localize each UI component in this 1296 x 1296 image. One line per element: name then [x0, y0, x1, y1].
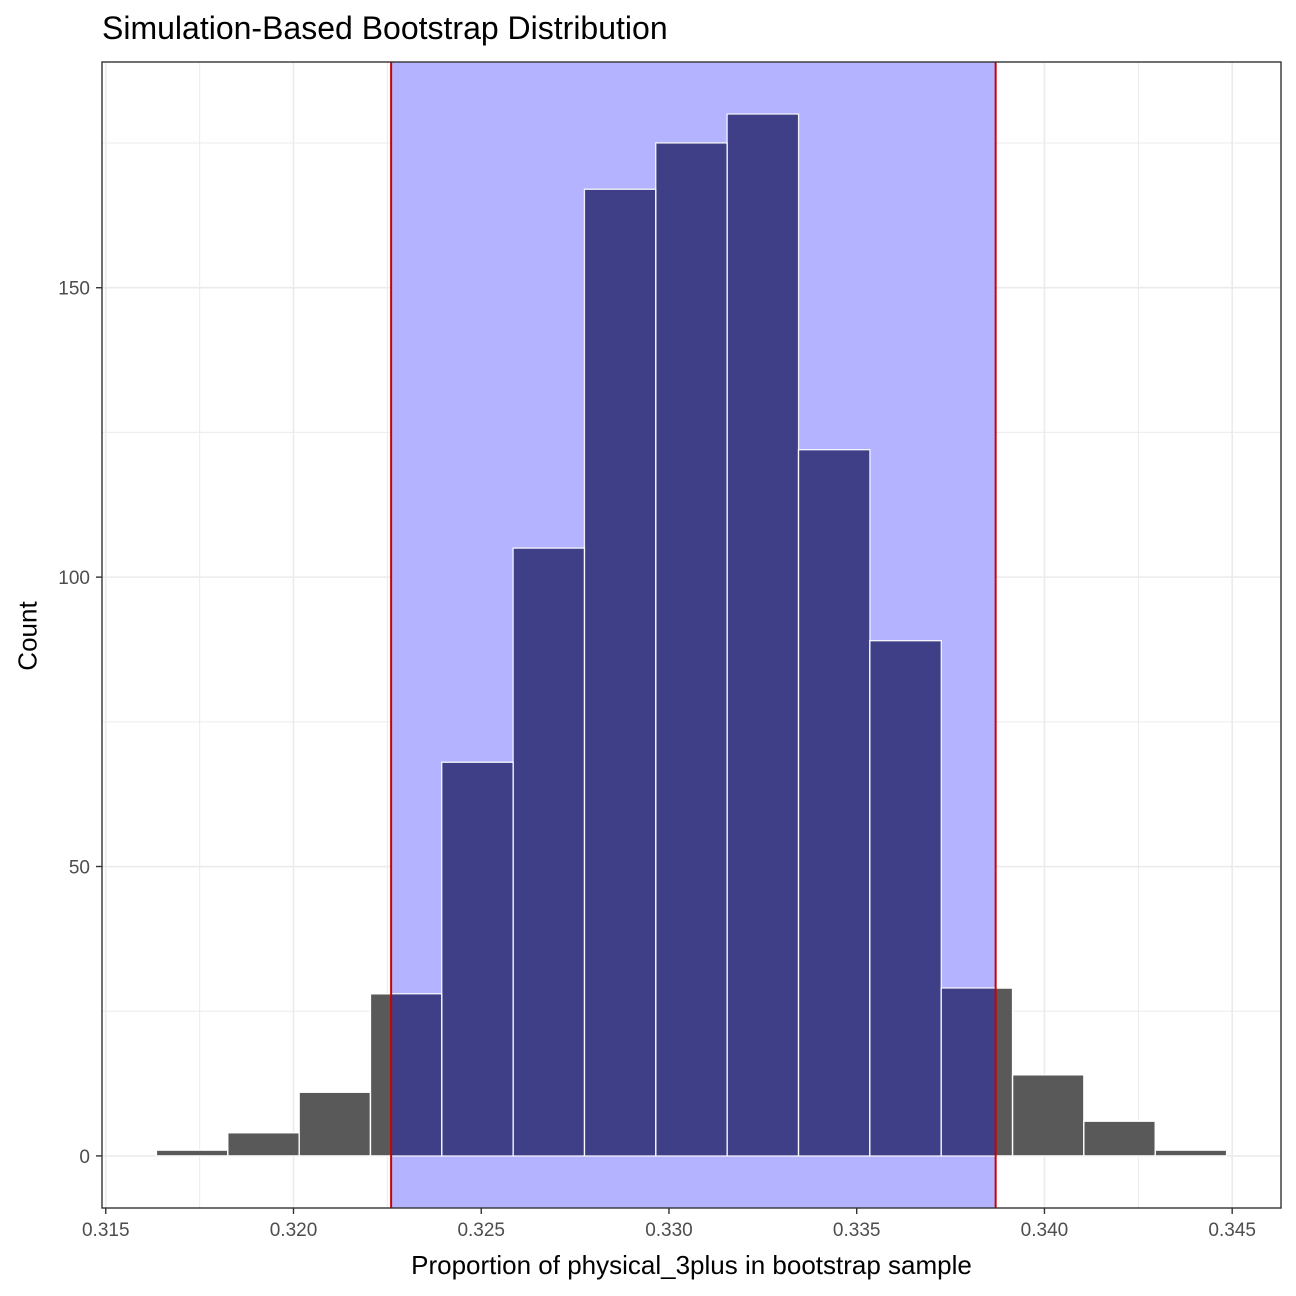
histogram-bar — [1083, 1120, 1156, 1157]
histogram-bar-outline — [1154, 1149, 1228, 1157]
x-tick-label: 0.325 — [457, 1220, 505, 1241]
x-axis-ticks: 0.315 0.320 0.325 0.330 0.335 0.340 0.345 — [82, 1208, 1256, 1241]
histogram-bar-ci-segment — [655, 143, 728, 1156]
x-tick-label: 0.335 — [833, 1220, 881, 1241]
histogram-bar-ci-segment — [941, 988, 996, 1156]
histogram-bar-ci-segment — [584, 189, 656, 1156]
chart-title: Simulation-Based Bootstrap Distribution — [102, 10, 668, 46]
y-axis-ticks: 0 50 100 150 — [58, 279, 102, 1168]
histogram-bar-outline — [869, 640, 942, 1157]
histogram-bar — [298, 1091, 372, 1157]
y-tick-label: 150 — [58, 279, 90, 300]
histogram-bar-outline — [940, 987, 1014, 1157]
histogram-bar — [1011, 1074, 1085, 1157]
confidence-interval-lines — [390, 62, 997, 1208]
histogram-bar-ci-segment — [798, 449, 870, 1156]
histogram-bar-ci-segment — [391, 993, 442, 1156]
histogram-bar-ci-segment — [513, 548, 585, 1156]
histogram-bar — [227, 1132, 300, 1157]
histogram-bar — [155, 1149, 229, 1157]
histogram-bar-outline — [1011, 1074, 1085, 1157]
histogram-bar-ci-segment — [727, 114, 799, 1156]
x-tick-label: 0.340 — [1021, 1220, 1069, 1241]
x-axis-label: Proportion of physical_3plus in bootstra… — [411, 1250, 972, 1280]
histogram-bar-outline — [1083, 1120, 1156, 1157]
panel-border — [101, 61, 1282, 1209]
histogram-bars — [155, 113, 1228, 1157]
histogram-bar-ci-segment — [869, 640, 942, 1156]
y-tick-label: 50 — [69, 858, 90, 879]
x-tick-label: 0.320 — [270, 1220, 318, 1241]
histogram-bar-ci-segment — [441, 762, 514, 1156]
x-tick-label: 0.315 — [82, 1220, 130, 1241]
x-tick-label: 0.330 — [645, 1220, 693, 1241]
y-tick-label: 0 — [79, 1147, 90, 1168]
x-tick-label: 0.345 — [1208, 1220, 1256, 1241]
y-tick-label: 100 — [58, 568, 90, 589]
histogram-bar — [1154, 1149, 1228, 1157]
